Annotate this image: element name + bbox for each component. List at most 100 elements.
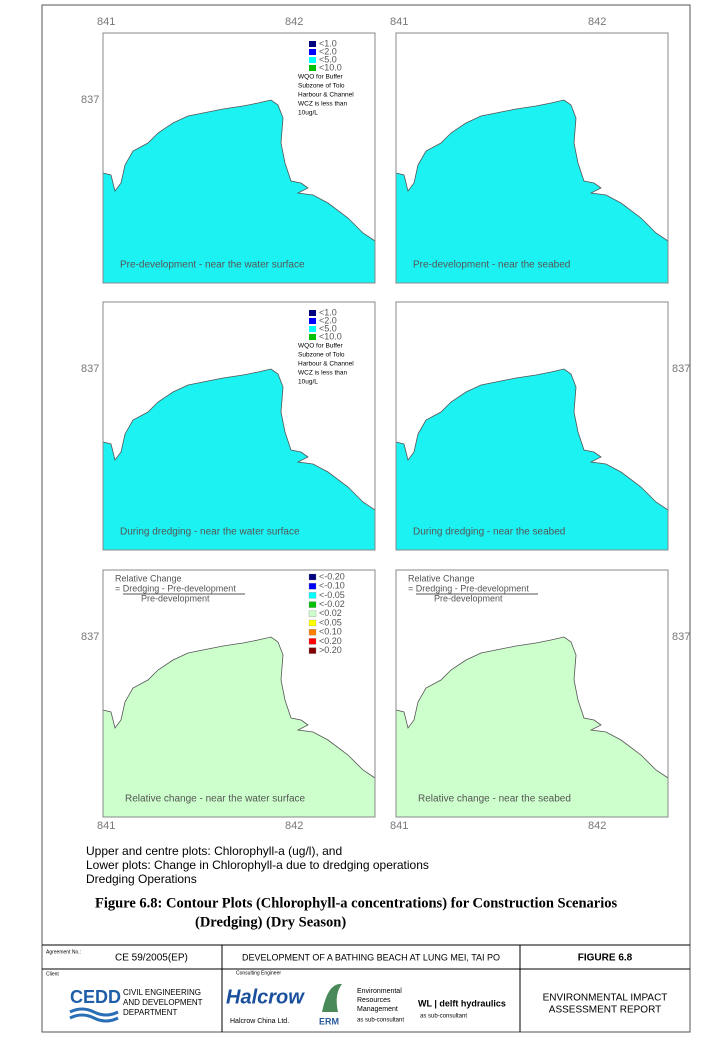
legend-note: Harbour & Channel xyxy=(298,361,354,368)
report: ENVIRONMENTAL IMPACT xyxy=(543,993,668,1004)
legend-swatch xyxy=(308,647,317,654)
panel-caption: Relative change - near the water surface xyxy=(125,794,306,805)
erm: Environmental xyxy=(357,988,402,995)
client: AND DEVELOPMENT xyxy=(123,998,203,1007)
halcrow-logo: Halcrow xyxy=(226,986,305,1008)
legend-label: <1.0 xyxy=(319,38,337,48)
coastline xyxy=(102,368,376,511)
legend-label: <5.0 xyxy=(319,54,337,64)
client: DEPARTMENT xyxy=(123,1008,177,1017)
axis-label: 837 xyxy=(672,631,690,643)
sea xyxy=(396,369,668,550)
axis-label: 837 xyxy=(81,631,99,643)
consultant: Halcrow China Ltd. xyxy=(230,1018,289,1025)
legend-note: WCZ is less than xyxy=(298,101,348,108)
coastline xyxy=(395,99,669,242)
panel-frame xyxy=(102,301,376,551)
note: Lower plots: Change in Chlorophyll-a due… xyxy=(86,858,429,872)
label: Consulting Engineer xyxy=(236,970,281,976)
legend-swatch xyxy=(308,592,317,599)
legend-swatch xyxy=(309,310,316,316)
legend-note: Subzone of Tolo xyxy=(298,83,345,90)
figure-number: FIGURE 6.8 xyxy=(578,953,633,964)
legend-swatch xyxy=(308,601,317,608)
client: CIVIL ENGINEERING xyxy=(123,988,201,997)
sea xyxy=(103,100,375,283)
panel-caption: Pre-development - near the seabed xyxy=(413,260,570,271)
legend-label: <2.0 xyxy=(319,315,337,325)
legend-swatch xyxy=(308,638,317,645)
panel-frame xyxy=(102,32,376,284)
note: Dredging Operations xyxy=(86,872,197,886)
legend-note: WQO for Buffer xyxy=(298,343,344,350)
panel-caption: Pre-development - near the water surface xyxy=(120,260,305,271)
legend-swatch xyxy=(308,619,317,627)
change-formula: Pre-development xyxy=(434,593,503,603)
erm-role: as sub-consultant xyxy=(357,1018,404,1024)
sea xyxy=(396,100,668,283)
coastline xyxy=(102,99,376,242)
legend-label: <10.0 xyxy=(319,331,342,341)
wl-role: as sub-consultant xyxy=(420,1014,467,1020)
legend-label: <0.02 xyxy=(319,608,342,618)
change-formula: = Dredging - Pre-development xyxy=(408,583,529,593)
legend-swatch xyxy=(309,326,316,332)
axis-label: 841 xyxy=(390,16,408,28)
sea xyxy=(103,369,375,550)
legend-swatch xyxy=(309,65,316,71)
legend-label: <0.05 xyxy=(319,617,342,627)
legend-label: <0.10 xyxy=(319,627,342,637)
project: DEVELOPMENT OF A BATHING BEACH AT LUNG M… xyxy=(242,952,500,962)
panel-frame xyxy=(102,569,376,818)
axis-label: 842 xyxy=(285,820,303,832)
map-panel: Relative change - near the seabed Relativ… xyxy=(395,569,669,818)
panel-frame xyxy=(395,301,669,551)
legend-label: <0.20 xyxy=(319,636,342,646)
legend-note: 10ug/L xyxy=(298,379,318,386)
map-panel: Pre-development - near the water surface… xyxy=(102,32,376,284)
footer xyxy=(42,944,690,1032)
change-formula: Pre-development xyxy=(141,593,210,603)
erm: Resources xyxy=(357,997,391,1004)
wl-logo: WL | delft hydraulics xyxy=(418,998,506,1008)
figure-title: Figure 6.8: Contour Plots (Chlorophyll-a… xyxy=(95,895,617,911)
legend-label: <-0.20 xyxy=(319,571,345,581)
report: ASSESSMENT REPORT xyxy=(549,1005,661,1016)
legend-note: Harbour & Channel xyxy=(298,92,354,99)
legend-swatch xyxy=(309,318,316,324)
label: Agreement No.: xyxy=(46,949,81,955)
sea xyxy=(103,637,375,817)
map-panel: During dredging - near the seabed xyxy=(395,301,669,551)
legend-swatch xyxy=(309,49,316,55)
panel-caption: Relative change - near the seabed xyxy=(418,794,571,805)
legend-swatch xyxy=(308,583,317,590)
axis-label: 841 xyxy=(390,820,408,832)
legend-label: <5.0 xyxy=(319,323,337,333)
change-heading: Relative Change xyxy=(408,573,475,583)
legend-note: 10ug/L xyxy=(298,110,318,117)
axis-label: 842 xyxy=(588,820,606,832)
cedd-logo-text: CEDD xyxy=(70,987,121,1007)
coastline xyxy=(395,368,669,511)
label: Client xyxy=(46,971,59,977)
legend-note: WQO for Buffer xyxy=(298,74,344,81)
agreement: CE 59/2005(EP) xyxy=(115,953,188,964)
legend-swatch xyxy=(308,629,317,636)
change-formula: = Dredging - Pre-development xyxy=(115,583,236,593)
panel-caption: During dredging - near the seabed xyxy=(413,527,565,538)
map-panel: Pre-development - near the seabed xyxy=(395,32,669,284)
panel-frame xyxy=(395,569,669,818)
axis-label: 842 xyxy=(285,16,303,28)
page-border xyxy=(41,4,691,1033)
erm: Management xyxy=(357,1006,398,1013)
legend-swatch xyxy=(308,610,317,617)
axis-label: 842 xyxy=(588,16,606,28)
legend-label: >0.20 xyxy=(319,645,342,655)
note: Upper and centre plots: Chlorophyll-a (u… xyxy=(86,844,342,858)
panel-caption: During dredging - near the water surface xyxy=(120,527,300,538)
legend-label: <-0.05 xyxy=(319,590,345,600)
legend-swatch xyxy=(309,334,316,340)
change-heading: Relative Change xyxy=(115,573,182,583)
axis-label: 841 xyxy=(97,16,115,28)
